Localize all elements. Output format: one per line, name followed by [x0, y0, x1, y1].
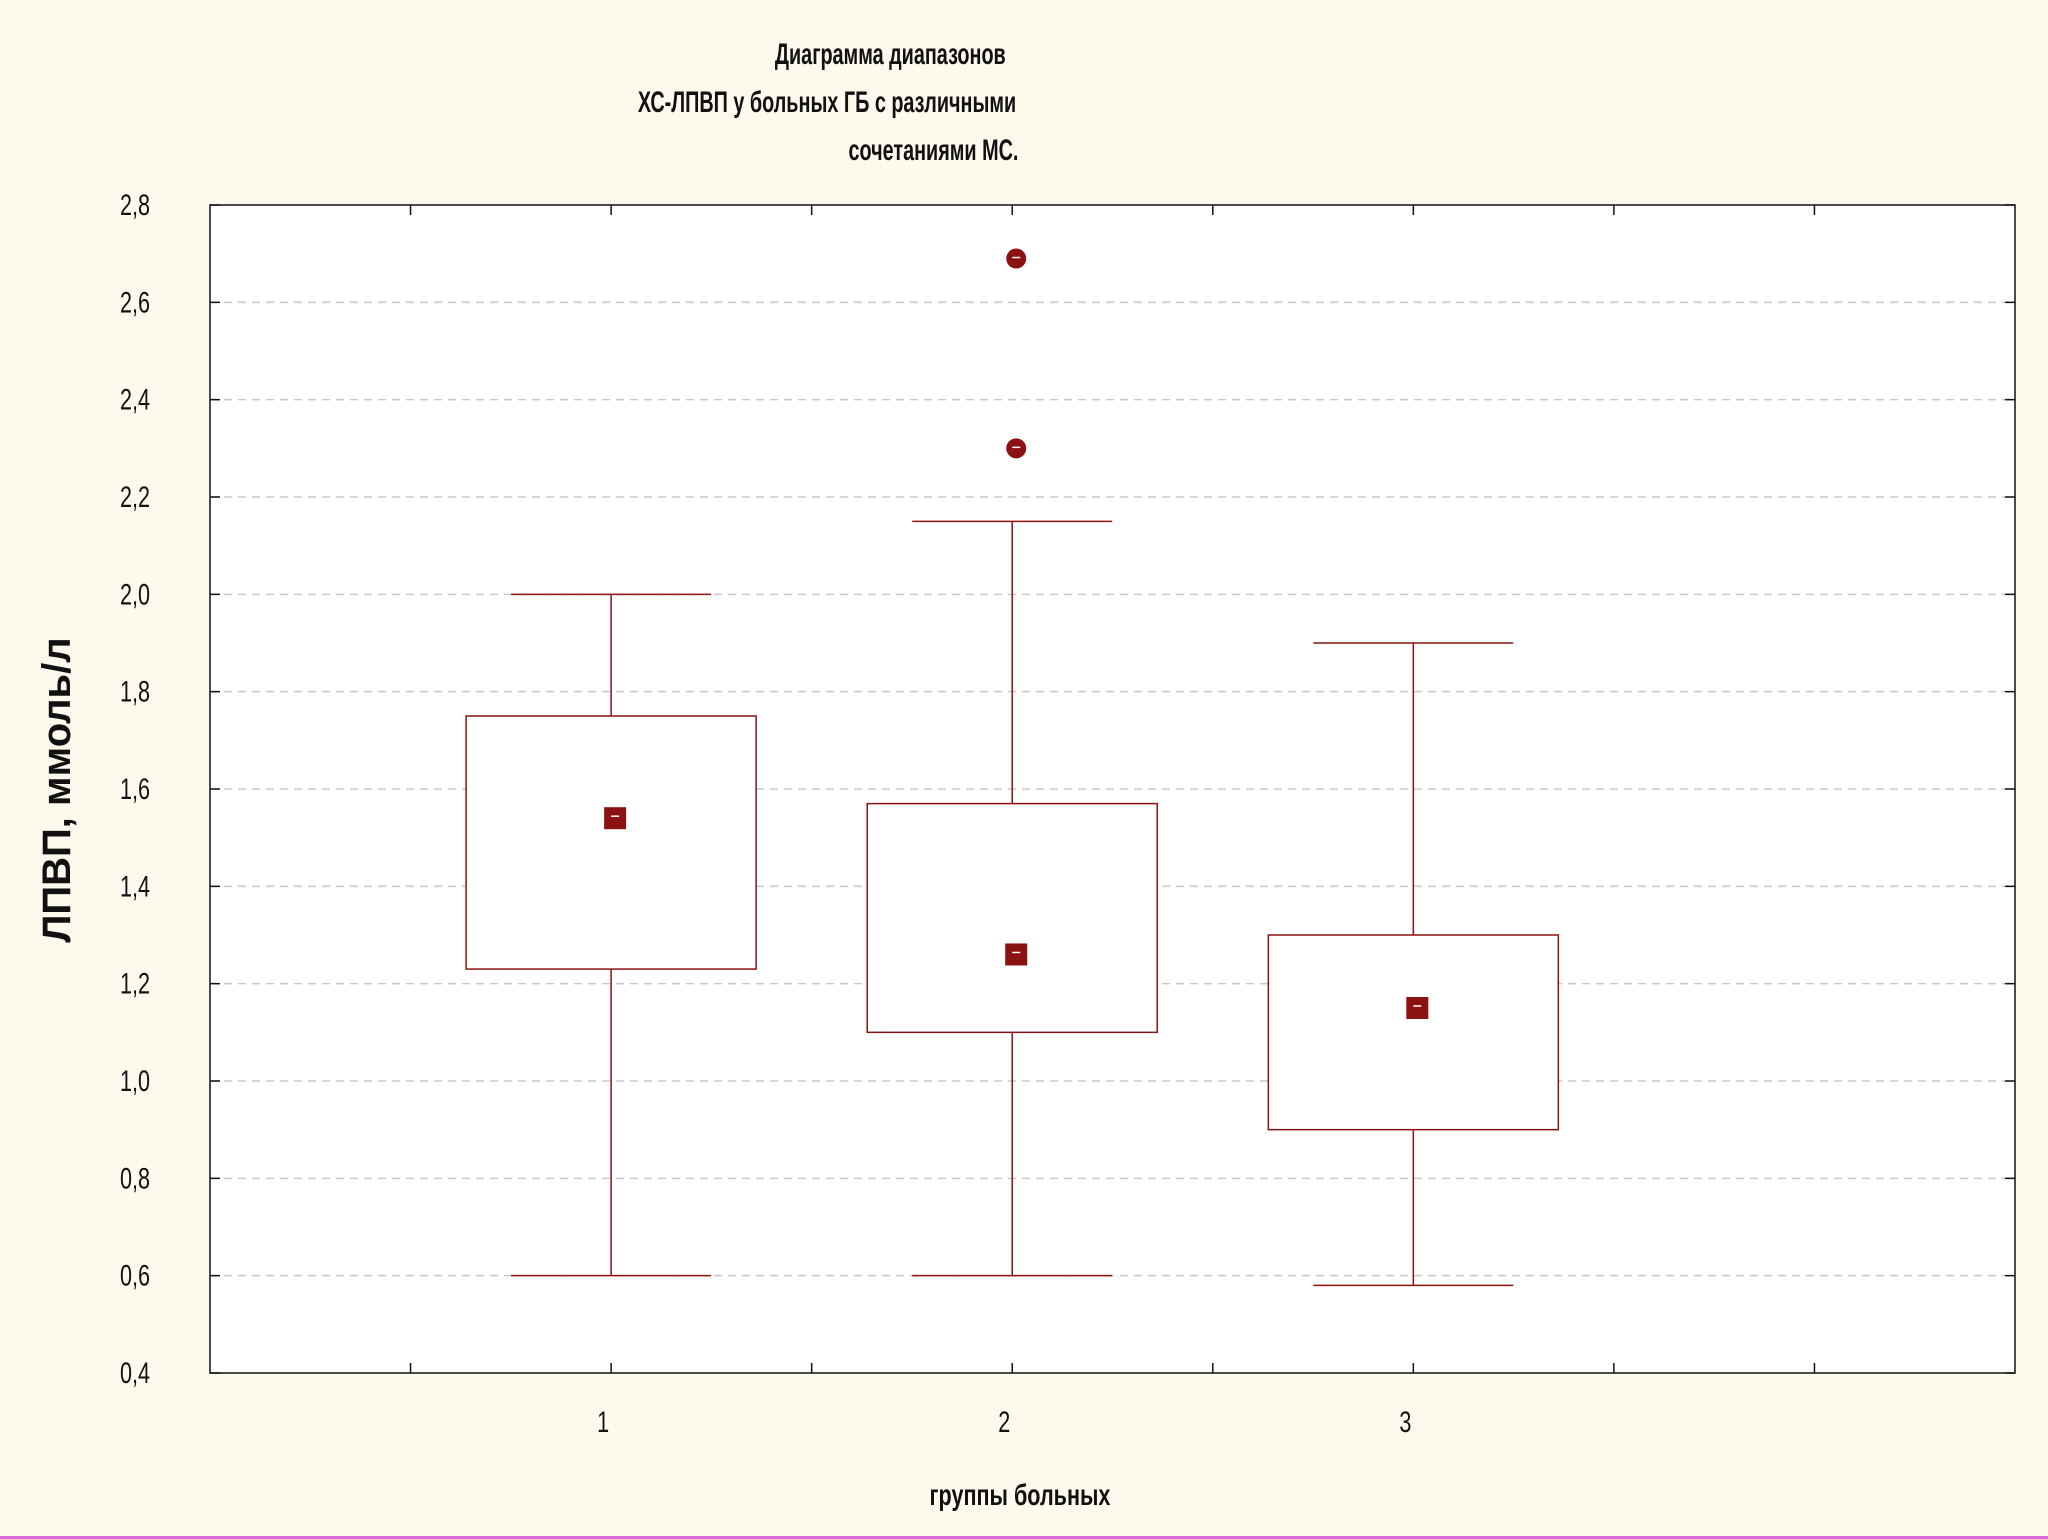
y-tick-label: 0,8: [120, 1161, 150, 1195]
x-tick-label: 2: [998, 1404, 1010, 1438]
chart-title-line-2: ХС-ЛПВП у больных ГБ с различными: [637, 86, 1016, 119]
bottom-border: [0, 1536, 2048, 1539]
y-tick-label: 1,6: [120, 771, 150, 805]
y-axis-title: ЛПВП, ммоль/л: [35, 637, 79, 942]
center-marker: [1406, 997, 1429, 1019]
y-tick-label: 1,2: [120, 966, 150, 1000]
y-tick-label: 1,4: [120, 869, 150, 903]
y-tick-label: 2,2: [120, 479, 150, 513]
y-tick-label: 0,4: [120, 1355, 150, 1389]
y-tick-label: 2,8: [120, 187, 150, 221]
y-tick-label: 1,0: [120, 1063, 150, 1097]
y-tick-label: 2,6: [120, 285, 150, 319]
box-range: [465, 715, 757, 970]
x-tick-label: 1: [597, 1404, 609, 1438]
x-axis-title: группы больных: [930, 1477, 1111, 1511]
y-axis: 0,4 0,6 0,8 1,0 1,2 1,4 1,6 1,8 2,0 2,2 2,4 2,6 2,8: [120, 187, 2015, 1390]
center-marker: [604, 807, 627, 830]
box-series: [465, 248, 1560, 1287]
y-tick-label: 0,6: [120, 1258, 150, 1292]
chart-title-line-3: сочетаниями МС.: [848, 134, 1018, 167]
y-tick-label: 1,8: [120, 674, 150, 708]
y-tick-label: 2,0: [120, 577, 150, 611]
x-axis: 1 2 3: [409, 205, 1816, 1439]
outlier-point: [1006, 248, 1027, 269]
box-range: [866, 802, 1158, 1034]
chart-title-line-1: Диаграмма диапазонов: [775, 38, 1006, 71]
y-tick-label: 2,4: [120, 382, 150, 416]
x-tick-label: 3: [1399, 1404, 1411, 1438]
center-marker: [1005, 943, 1028, 966]
outlier-point: [1006, 438, 1027, 459]
box-range: [1267, 934, 1560, 1131]
